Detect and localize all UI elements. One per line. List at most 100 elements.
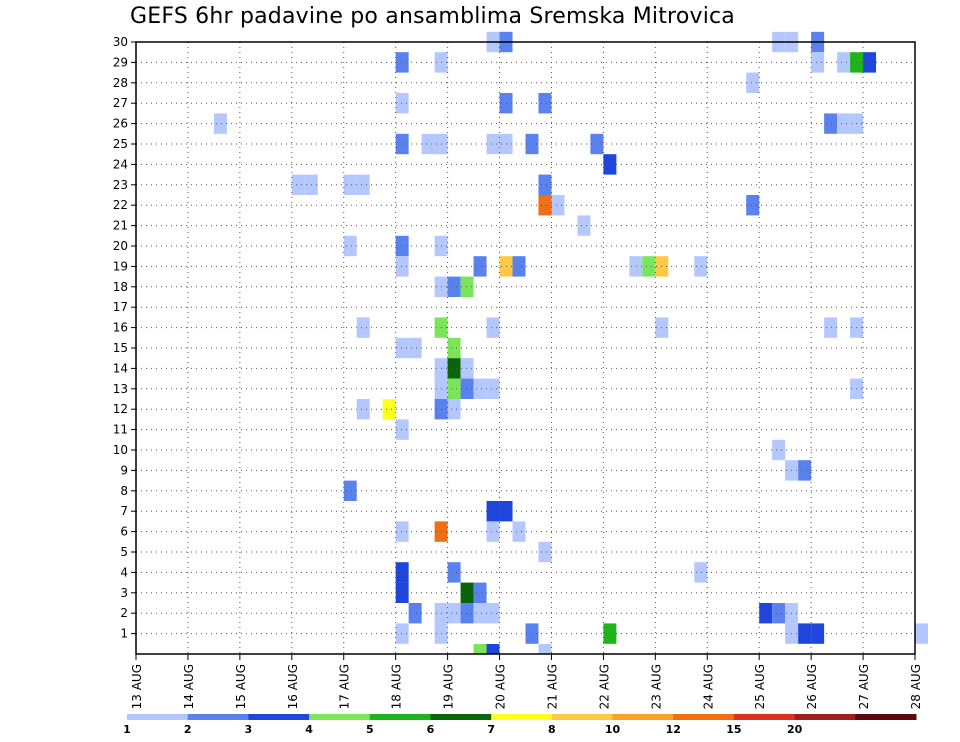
heatmap-cell	[460, 276, 474, 297]
colorbar-label: 8	[548, 723, 556, 736]
heatmap-cell	[486, 521, 500, 542]
y-tick-label: 10	[113, 443, 128, 457]
heatmap-cell	[213, 113, 227, 134]
colorbar-label: 10	[605, 723, 621, 736]
heatmap-cell	[395, 582, 409, 603]
colorbar-segment	[309, 714, 371, 720]
heatmap-cell	[395, 52, 409, 73]
heatmap-cell	[837, 52, 851, 73]
heatmap-cell	[356, 317, 370, 338]
y-tick-label: 17	[113, 300, 128, 314]
colorbar-segment	[673, 714, 735, 720]
y-tick-label: 19	[113, 259, 128, 273]
heatmap-cell	[603, 623, 617, 644]
heatmap-cell	[460, 603, 474, 624]
y-tick-label: 11	[113, 423, 128, 437]
heatmap-cell	[837, 113, 851, 134]
colorbar-label: 1	[123, 723, 131, 736]
heatmap-cell	[343, 174, 357, 195]
heatmap-cell	[512, 256, 526, 277]
x-tick-label: 19 AUG	[442, 664, 456, 709]
heatmap-cell	[447, 399, 461, 420]
y-tick-label: 21	[113, 219, 128, 233]
heatmap-cell	[395, 337, 409, 359]
x-tick-label: 28 AUG	[909, 664, 923, 709]
heatmap-cell	[421, 133, 435, 155]
heatmap-cell	[408, 337, 422, 359]
heatmap-cell	[395, 419, 409, 440]
colorbar-segment	[612, 714, 674, 720]
colorbar-label: 15	[726, 723, 741, 736]
heatmap-cell	[447, 603, 461, 624]
y-tick-label: 23	[113, 178, 128, 192]
heatmap-cell	[811, 623, 825, 644]
heatmap-cell	[798, 460, 812, 481]
heatmap-cell	[863, 52, 877, 73]
y-tick-label: 26	[113, 117, 128, 131]
y-tick-label: 14	[113, 361, 128, 375]
heatmap-cell	[408, 603, 422, 624]
y-tick-label: 24	[113, 157, 128, 171]
heatmap-cell	[538, 195, 552, 216]
heatmap-cell	[395, 256, 409, 277]
colorbar-segment	[369, 714, 431, 720]
colorbar-label: 3	[245, 723, 253, 736]
colorbar-label: 20	[787, 723, 803, 736]
heatmap-cell	[694, 256, 708, 277]
y-tick-label: 8	[120, 484, 128, 498]
heatmap-cell	[486, 378, 500, 399]
colorbar-segment	[794, 714, 856, 720]
y-tick-label: 16	[113, 321, 128, 335]
y-tick-label: 1	[120, 627, 128, 641]
chart-title: GEFS 6hr padavine po ansamblima Sremska …	[130, 4, 735, 29]
colorbar-label: 2	[184, 723, 192, 736]
heatmap-cell	[486, 501, 500, 522]
colorbar-label: 6	[427, 723, 435, 736]
heatmap-cell	[473, 644, 487, 654]
colorbar-label: 12	[666, 723, 681, 736]
colorbar: 1 2 3 4 5 6 7 8 10 12 15 20	[123, 714, 917, 736]
cells-layer	[213, 31, 928, 654]
y-tick-label: 5	[120, 545, 128, 559]
x-tick-label: 14 AUG	[182, 664, 196, 709]
heatmap-cell	[395, 623, 409, 644]
heatmap-cell	[772, 603, 786, 624]
heatmap-cell	[395, 521, 409, 542]
heatmap-cell	[447, 378, 461, 399]
heatmap-cell	[473, 378, 487, 399]
heatmap-cell	[343, 235, 357, 257]
heatmap-cell	[629, 256, 643, 277]
heatmap-cell	[473, 603, 487, 624]
y-tick-label: 12	[113, 402, 128, 416]
heatmap-cell	[460, 582, 474, 603]
y-tick-label: 9	[120, 463, 128, 477]
heatmap-cell	[473, 582, 487, 603]
y-tick-label: 4	[120, 565, 128, 579]
y-tick-label: 22	[113, 198, 128, 212]
heatmap-cell	[551, 195, 565, 216]
y-tick-label: 27	[113, 96, 128, 110]
y-tick-label: 25	[113, 137, 128, 151]
heatmap-cell	[395, 235, 409, 257]
colorbar-label: 4	[305, 723, 313, 736]
heatmap-cell	[824, 317, 838, 338]
heatmap-cell	[915, 623, 928, 644]
heatmap-cell	[447, 562, 461, 583]
y-tick-label: 6	[120, 525, 128, 539]
heatmap-cell	[811, 52, 825, 73]
heatmap-cell	[447, 276, 461, 297]
x-tick-label: 17 AUG	[338, 664, 352, 709]
colorbar-segment	[127, 714, 189, 720]
heatmap-cell	[642, 256, 656, 277]
heatmap-cell	[512, 521, 526, 542]
y-tick-label: 29	[113, 55, 128, 69]
y-tick-label: 15	[113, 341, 128, 355]
heatmap-cell	[577, 215, 591, 236]
heatmap-cell	[538, 93, 552, 114]
heatmap-cell	[746, 195, 760, 216]
y-tick-label: 18	[113, 280, 128, 294]
heatmap-cell	[486, 317, 500, 338]
heatmap-cell	[382, 399, 396, 420]
y-tick-label: 20	[113, 239, 128, 253]
x-tick-label: 16 AUG	[286, 664, 300, 709]
